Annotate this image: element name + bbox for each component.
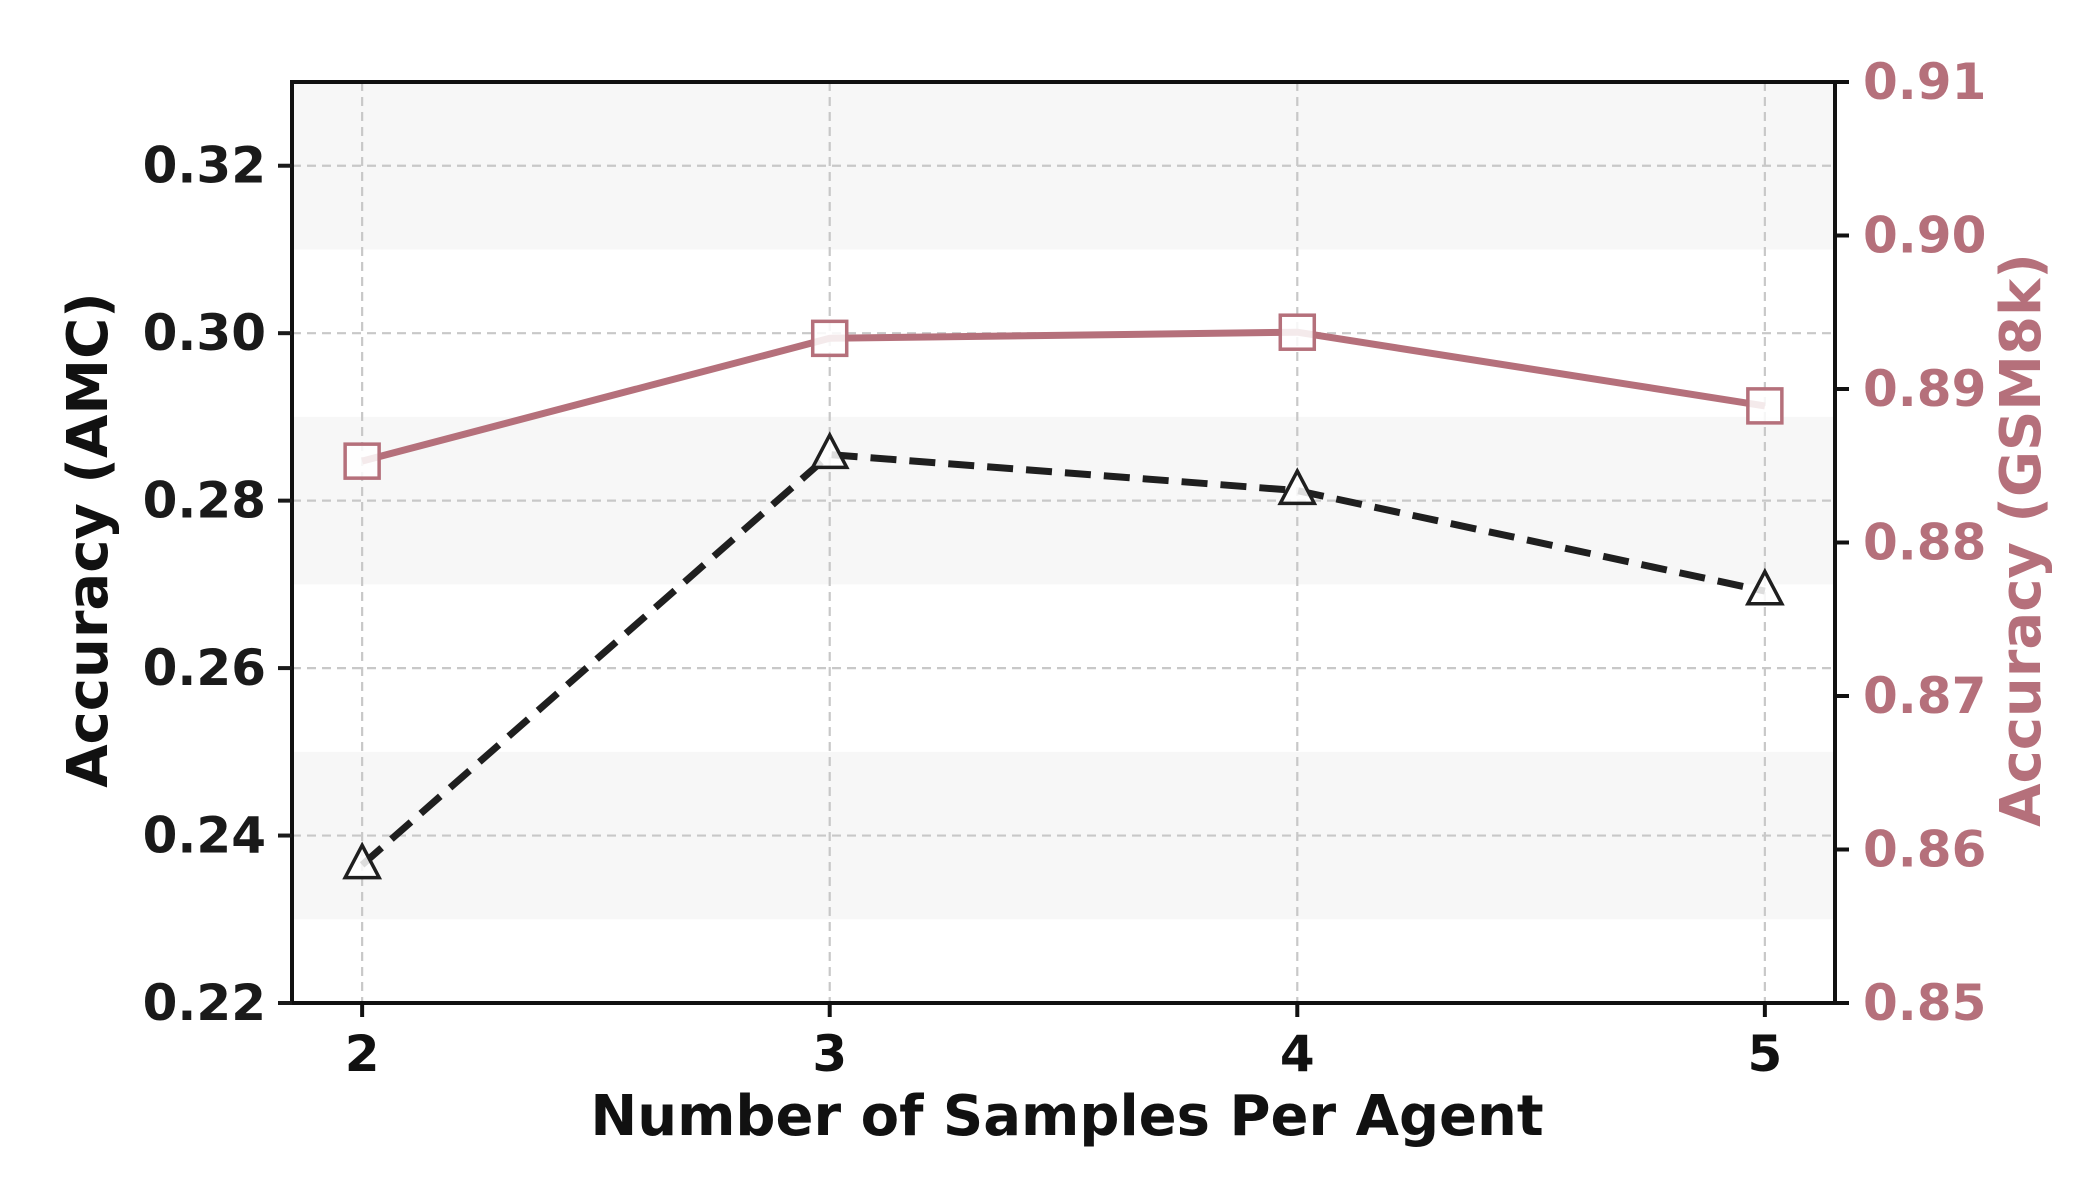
x-axis-tick-label: 4 (1280, 1025, 1315, 1083)
left-y-axis: 0.22 0.24 0.26 0.28 0.30 0.32 (143, 137, 292, 1032)
amc-triangle-marker (1277, 467, 1318, 506)
series-layer (342, 313, 1785, 880)
amc-triangle-marker (342, 841, 383, 880)
gsm8k-square-marker (810, 319, 849, 358)
right-axis-tick-label: 0.91 (1863, 53, 1986, 111)
gsm8k-square-marker (1746, 387, 1784, 425)
left-axis-tick-label: 0.30 (143, 304, 266, 362)
x-axis-tick-label: 3 (812, 1025, 847, 1083)
x-axis-tick-label: 5 (1747, 1025, 1782, 1083)
left-axis-tick-label: 0.26 (143, 639, 266, 697)
right-axis-tick-label: 0.86 (1863, 821, 1986, 879)
right-axis-tick-label: 0.88 (1863, 514, 1986, 572)
left-axis-tick-label: 0.32 (143, 137, 266, 195)
amc-triangle-marker (1744, 567, 1785, 606)
left-axis-tick-label: 0.24 (143, 807, 266, 865)
amc-triangle-marker (809, 431, 850, 470)
left-axis-tick-label: 0.22 (143, 974, 266, 1032)
right-axis-tick-label: 0.90 (1863, 207, 1986, 265)
gsm8k-square-marker (1278, 313, 1317, 351)
right-axis-tick-label: 0.87 (1863, 667, 1986, 725)
right-y-axis: 0.85 0.86 0.87 0.88 0.89 0.90 0.91 (1835, 53, 1986, 1032)
x-axis: 2 3 4 5 (345, 1003, 1782, 1083)
left-y-axis-label: Accuracy (AMC) (56, 292, 121, 788)
right-y-axis-label: Accuracy (GSM8k) (1989, 253, 2054, 827)
gsm8k-square-marker (343, 442, 381, 480)
amc-series-line (359, 451, 1766, 868)
right-axis-tick-label: 0.85 (1863, 974, 1986, 1032)
gsm8k-series-line (361, 328, 1766, 465)
x-axis-tick-label: 2 (345, 1025, 380, 1083)
left-axis-tick-label: 0.28 (143, 472, 266, 530)
right-axis-tick-label: 0.89 (1863, 360, 1986, 418)
x-axis-label: Number of Samples Per Agent (590, 1084, 1543, 1149)
